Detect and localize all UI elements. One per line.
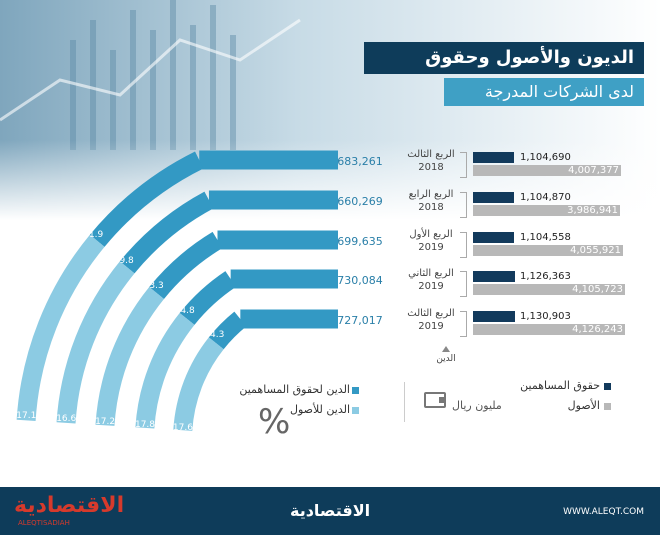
equity-bar bbox=[473, 152, 514, 163]
quarter-year: 2018 bbox=[418, 162, 444, 173]
center-logo: الاقتصادية bbox=[290, 501, 371, 520]
assets-value: 4,126,243 bbox=[572, 324, 623, 335]
debt-value: 660,269 bbox=[337, 195, 383, 208]
legend-debt-to-assets-swatch bbox=[352, 407, 359, 414]
page-subtitle: لدى الشركات المدرجة bbox=[444, 78, 644, 106]
debt-to-assets-value: 17.2 bbox=[95, 417, 116, 427]
debt-to-assets-value: 17.1 bbox=[16, 411, 37, 422]
equity-value: 1,104,870 bbox=[520, 192, 571, 203]
legend-equity-label: حقوق المساهمين bbox=[520, 379, 600, 392]
debt-value: 727,017 bbox=[337, 314, 383, 327]
brand-logo-sub: ALEQTISADIAH bbox=[18, 519, 70, 527]
debt-to-assets-arc bbox=[16, 234, 105, 421]
legend-equity-swatch bbox=[604, 383, 611, 390]
brand-logo: الاقتصادية bbox=[14, 493, 125, 518]
wallet-icon bbox=[424, 392, 446, 408]
debt-to-assets-value: 16.6 bbox=[56, 414, 77, 425]
debt-to-equity-arc bbox=[179, 271, 237, 325]
quarter-name: الربع الثالث bbox=[407, 149, 455, 160]
quarter-year: 2018 bbox=[418, 202, 444, 213]
quarter-row: الربع الأول 2019 699,635 bbox=[337, 228, 462, 258]
row-bracket bbox=[460, 232, 467, 258]
debt-to-assets-value: 17.8 bbox=[134, 419, 156, 430]
debt-to-equity-arc bbox=[149, 231, 223, 300]
quarter-label: الربع الرابع 2018 bbox=[400, 188, 462, 214]
quarter-year: 2019 bbox=[418, 321, 444, 332]
quarter-name: الربع الثاني bbox=[408, 268, 454, 279]
debt-to-assets-arc bbox=[135, 312, 195, 429]
debt-to-assets-arc bbox=[56, 261, 135, 424]
quarter-row: الربع الثاني 2019 730,084 bbox=[337, 267, 462, 297]
debt-to-equity-value: 61.9 bbox=[83, 229, 104, 240]
legend-debt-to-assets-label: الدين للأصول bbox=[289, 403, 350, 416]
footer: الاقتصادية ALEQTISADIAH الاقتصادية WWW.A… bbox=[0, 487, 660, 535]
equity-bar bbox=[473, 311, 515, 322]
quarter-name: الربع الثالث bbox=[407, 308, 455, 319]
quarter-label: الربع الأول 2019 bbox=[400, 228, 462, 254]
quarter-label: الربع الثاني 2019 bbox=[400, 267, 462, 293]
assets-value: 4,007,377 bbox=[568, 165, 619, 176]
assets-bar: 4,055,921 bbox=[473, 245, 623, 256]
triangle-up-icon bbox=[442, 346, 450, 352]
website-link[interactable]: WWW.ALEQT.COM bbox=[563, 507, 644, 517]
row-bracket bbox=[460, 271, 467, 297]
debt-value: 683,261 bbox=[337, 155, 383, 168]
quarter-label: الربع الثالث 2019 bbox=[400, 307, 462, 333]
debt-to-equity-value: 63.3 bbox=[143, 280, 164, 291]
debt-to-assets-arc bbox=[173, 337, 224, 432]
page-title: الديون والأصول وحقوق المساهمين bbox=[364, 42, 644, 100]
quarter-name: الربع الأول bbox=[409, 229, 453, 240]
percent-symbol: % bbox=[258, 402, 291, 442]
quarter-label: الربع الثالث 2018 bbox=[400, 148, 462, 174]
quarter-year: 2019 bbox=[418, 242, 444, 253]
arc-lead-bar bbox=[230, 269, 338, 289]
legend-debt-to-equity-label: الدين لحقوق المساهمين bbox=[239, 383, 350, 396]
equity-value: 1,104,690 bbox=[520, 152, 571, 163]
assets-bar: 4,007,377 bbox=[473, 165, 621, 176]
debt-value: 699,635 bbox=[337, 235, 383, 248]
debt-to-equity-arc bbox=[119, 191, 214, 274]
legend-assets-label: الأصول bbox=[567, 399, 600, 412]
assets-bar: 4,126,243 bbox=[473, 324, 625, 335]
debt-to-assets-arc bbox=[95, 286, 165, 427]
debt-to-equity-value: 64.8 bbox=[174, 305, 195, 316]
assets-bar: 4,105,723 bbox=[473, 284, 625, 295]
assets-value: 4,105,723 bbox=[572, 284, 623, 295]
equity-bar bbox=[473, 192, 514, 203]
equity-bar bbox=[473, 271, 515, 282]
equity-value: 1,126,363 bbox=[520, 271, 571, 282]
debt-to-equity-value: 59.8 bbox=[113, 255, 134, 266]
debt-to-equity-value: 64.3 bbox=[204, 329, 225, 340]
legend-divider bbox=[404, 382, 405, 422]
arc-lead-bar bbox=[240, 309, 338, 329]
row-bracket bbox=[460, 311, 467, 337]
debt-value: 730,084 bbox=[337, 274, 383, 287]
legend-debt-to-equity-swatch bbox=[352, 387, 359, 394]
assets-bar: 3,986,941 bbox=[473, 205, 620, 216]
quarter-name: الربع الرابع bbox=[408, 189, 454, 200]
assets-value: 4,055,921 bbox=[570, 245, 621, 256]
quarter-year: 2019 bbox=[418, 281, 444, 292]
debt-to-assets-value: 17.6 bbox=[172, 422, 193, 433]
equity-value: 1,104,558 bbox=[520, 232, 571, 243]
arc-lead-bar bbox=[199, 150, 338, 170]
quarter-row: الربع الثالث 2018 683,261 bbox=[337, 148, 462, 178]
quarter-row: الربع الرابع 2018 660,269 bbox=[337, 188, 462, 218]
assets-value: 3,986,941 bbox=[567, 205, 618, 216]
debt-to-equity-arc bbox=[208, 311, 247, 350]
debt-caption-label: الدين bbox=[436, 354, 456, 364]
row-bracket bbox=[460, 152, 467, 178]
row-bracket bbox=[460, 192, 467, 218]
debt-to-equity-arc bbox=[89, 151, 204, 247]
equity-bar bbox=[473, 232, 514, 243]
arc-lead-bar bbox=[217, 230, 338, 250]
legend-assets-swatch bbox=[604, 403, 611, 410]
equity-value: 1,130,903 bbox=[520, 311, 571, 322]
quarter-row: الربع الثالث 2019 727,017 bbox=[337, 307, 462, 337]
debt-axis-caption: الدين bbox=[426, 346, 466, 364]
unit-label: مليون ريال bbox=[452, 399, 502, 412]
arc-lead-bar bbox=[208, 190, 338, 210]
